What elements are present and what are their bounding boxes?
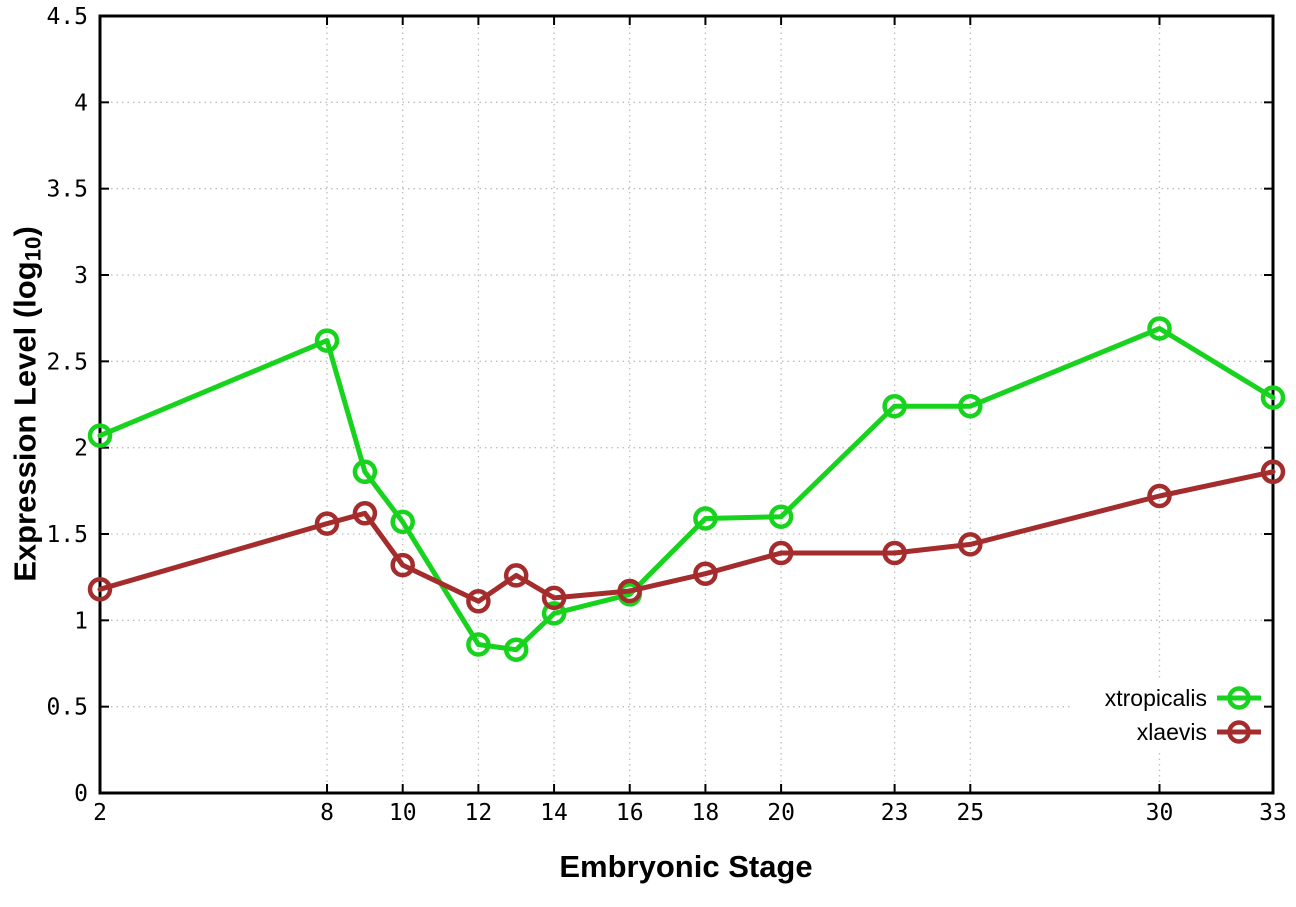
series-xtropicalis-marker [87,423,113,448]
x-tick-label: 16 [616,800,644,826]
x-tick-label: 33 [1259,800,1287,826]
series-xlaevis-marker [958,532,983,557]
legend-marker-xlaevis [1217,720,1261,744]
series-xlaevis-marker [390,552,415,578]
series-xlaevis-marker [1260,459,1286,485]
series-xtropicalis-marker [352,459,378,485]
y-tick-label: 2 [74,436,88,462]
y-tick-label: 2.5 [46,349,88,375]
legend-item-xtropicalis: xtropicalis [1105,685,1262,711]
y-tick-label: 1.5 [46,522,88,548]
series-xtropicalis-marker [541,601,567,626]
series-xtropicalis-marker [1147,316,1172,341]
series-xlaevis-marker [466,589,491,614]
y-axis-title-close: ) [7,226,43,237]
y-axis-title-main: Expression Level (log [7,261,43,582]
series-xtropicalis-marker [958,393,983,419]
series-xlaevis-marker [617,578,642,604]
series-xtropicalis-marker [390,509,415,535]
legend-item-xlaevis: xlaevis [1137,719,1262,745]
x-tick-label: 12 [465,800,493,826]
series-xtropicalis-line [97,326,1276,653]
plot-border [98,14,1275,795]
series-xlaevis-marker [882,540,907,566]
series-xlaevis-marker [541,585,567,611]
x-tick-label: 14 [540,800,568,826]
series-xtropicalis-marker [503,637,529,662]
series-xtropicalis-marker [768,504,794,529]
series-xlaevis-marker [314,511,340,536]
series-xlaevis-marker [1147,483,1172,509]
x-tick-label: 23 [881,800,909,826]
y-tick-label: 3 [74,263,88,289]
series-xtropicalis-marker [314,328,340,353]
series-xlaevis-marker [352,501,378,526]
x-tick-label: 2 [93,800,107,826]
series-xlaevis-marker [87,577,113,602]
x-axis-title: Embryonic Stage [559,849,813,884]
y-tick-label: 1 [74,608,88,634]
legend-marker-xtropicalis [1217,686,1261,710]
series-xtropicalis-marker [882,393,907,419]
y-axis-title: Expression Level (log10) [8,226,47,582]
x-tick-label: 20 [767,800,795,826]
y-tick-label: 4.5 [46,4,88,30]
y-tick-label: 3.5 [46,177,88,203]
legend: xtropicalis xlaevis [1070,681,1264,749]
y-tick-label: 0 [74,781,88,807]
series-xtropicalis-marker [693,506,718,531]
legend-label-xtropicalis: xtropicalis [1104,684,1207,711]
y-tick-label: 4 [74,90,88,116]
x-tick-label: 10 [389,800,417,826]
y-tick-label: 0.5 [46,695,88,721]
series-xlaevis-marker [768,540,794,566]
series-xlaevis-marker [693,561,718,586]
series-xtropicalis-marker [1260,385,1286,410]
legend-label-xlaevis: xlaevis [1136,718,1207,745]
x-tick-label: 30 [1146,800,1174,826]
x-tick-label: 25 [956,800,984,826]
series-xtropicalis-marker [466,632,491,657]
x-tick-label: 8 [320,800,334,826]
series-xlaevis-marker [503,563,529,588]
x-tick-label: 18 [692,800,720,826]
y-axis-title-subscript: 10 [20,236,46,262]
